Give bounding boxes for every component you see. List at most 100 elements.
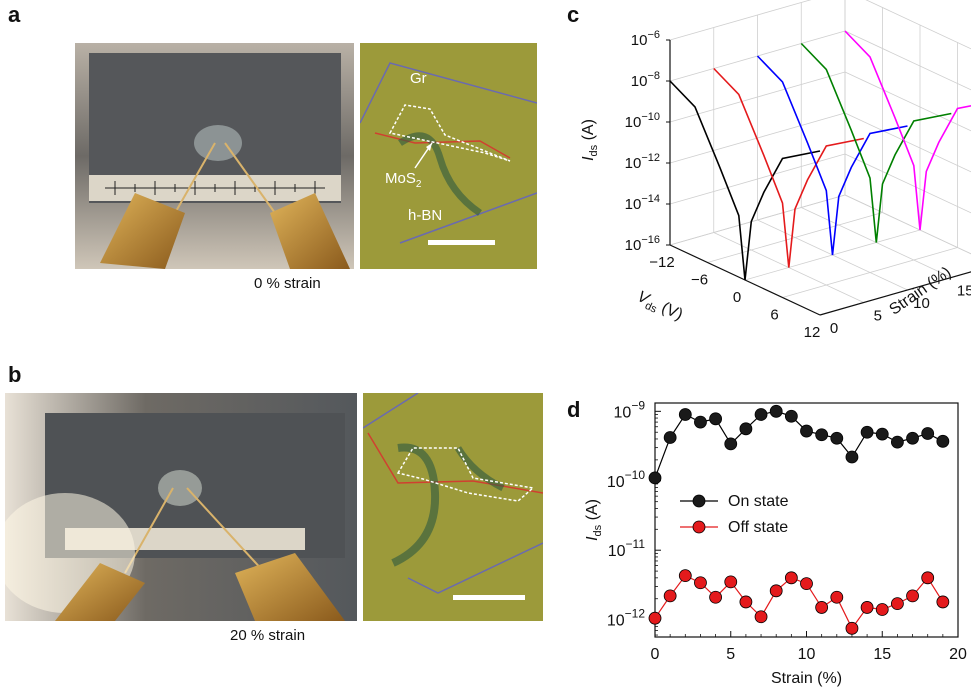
- y-tick-label: 10−9: [614, 398, 646, 421]
- data-point-off-state: [784, 571, 798, 585]
- data-point-on-state: [724, 437, 738, 451]
- wall-grid-line: [844, 30, 971, 91]
- optical-micrograph-0-strain: Gr MoS2 h-BN: [360, 43, 537, 269]
- chart-d-legend: On state Off state: [680, 493, 789, 536]
- transfer-curve-strain-5: [713, 67, 864, 268]
- data-point-on-state: [830, 431, 844, 445]
- data-point-on-state: [678, 408, 692, 421]
- strain-tick-label: 15: [957, 283, 971, 300]
- optical-micrograph-20-strain: [363, 393, 543, 621]
- data-point-on-state: [906, 431, 919, 445]
- legend-marker: [692, 520, 706, 534]
- chart-d-axes: 10−9 10−10 10−11 10−12 0 5 10 15 20 Strain (%) Ids…: [584, 398, 967, 687]
- transfer-curve-strain-10: [756, 55, 908, 256]
- data-point-on-state: [815, 428, 829, 442]
- y-tick-label: 10−11: [608, 537, 646, 560]
- data-point-off-state: [709, 590, 723, 604]
- x-axis-label: Strain (%): [771, 670, 842, 687]
- panel-letter-b: b: [8, 362, 22, 387]
- x-tick-label: 5: [726, 646, 735, 663]
- data-point-off-state: [663, 589, 677, 603]
- data-point-on-state: [890, 435, 904, 449]
- y-tick-label: 10−10: [607, 468, 645, 491]
- strain-axis-line: [819, 271, 971, 316]
- data-point-off-state: [724, 575, 738, 589]
- vds-tick-label: 6: [770, 307, 778, 324]
- data-point-on-state: [784, 409, 798, 423]
- legend-label: Off state: [728, 519, 788, 536]
- data-point-on-state: [663, 431, 677, 444]
- data-point-on-state: [769, 404, 783, 418]
- panel-letter-d: d: [567, 397, 581, 422]
- floor-grid-line: [844, 194, 971, 255]
- data-point-on-state: [800, 424, 813, 438]
- vds-tick-label: −12: [649, 254, 674, 271]
- wall-grid-line: [844, 112, 971, 173]
- wall-grid-line: [844, 194, 971, 255]
- data-point-off-state: [906, 589, 919, 603]
- data-point-off-state: [769, 584, 783, 598]
- z-tick-label: 10−12: [625, 152, 660, 172]
- label-mos2: MoS2: [385, 170, 422, 190]
- data-point-off-state: [815, 601, 829, 614]
- transfer-curves-3d-chart: 10−6 10−8 10−10 10−12 10−14 10−16 Ids (A) −12 −6…: [580, 0, 971, 341]
- strain-tick-label: 0: [830, 320, 838, 337]
- data-point-on-state: [754, 408, 768, 421]
- data-point-off-state: [890, 597, 904, 611]
- data-point-on-state: [739, 422, 753, 436]
- data-point-off-state: [875, 603, 889, 616]
- vds-tick-label: −6: [691, 272, 708, 289]
- vds-axis-label: Vds (V): [633, 288, 685, 326]
- transfer-curve-strain-0: [669, 80, 821, 281]
- x-tick-label: 0: [651, 646, 660, 663]
- on-off-current-chart: 10−9 10−10 10−11 10−12 0 5 10 15 20 Strain (%) Ids…: [584, 398, 967, 687]
- label-gr: Gr: [410, 70, 427, 87]
- caption-0-strain: 0 % strain: [254, 275, 321, 292]
- data-point-off-state: [936, 595, 950, 609]
- strain-tick-label: 5: [874, 308, 882, 325]
- transfer-curve-strain-20: [844, 30, 971, 231]
- y-tick-label: 10−12: [607, 607, 645, 630]
- data-point-on-state: [875, 427, 889, 441]
- data-point-on-state: [648, 471, 662, 485]
- device-photo-0-strain: [75, 43, 354, 269]
- data-point-off-state: [921, 571, 935, 585]
- data-point-on-state: [694, 415, 707, 429]
- chart-d-series: [648, 404, 950, 635]
- data-point-on-state: [936, 434, 950, 448]
- data-point-off-state: [830, 590, 844, 604]
- x-tick-label: 10: [798, 646, 816, 663]
- caption-20-strain: 20 % strain: [230, 627, 306, 644]
- z-axis-label: Ids (A): [580, 119, 600, 161]
- data-point-off-state: [860, 601, 874, 614]
- z-tick-label: 10−10: [625, 111, 660, 131]
- data-point-off-state: [694, 576, 707, 590]
- data-point-off-state: [648, 611, 662, 625]
- legend-marker: [692, 494, 706, 508]
- strain-tick-label: 10: [913, 295, 930, 312]
- x-tick-label: 20: [949, 646, 967, 663]
- label-hbn: h-BN: [408, 207, 442, 224]
- legend-label: On state: [728, 493, 789, 510]
- panel-letter-c: c: [567, 2, 580, 27]
- device-photo-20-strain: [5, 393, 357, 621]
- z-tick-label: 10−6: [631, 29, 660, 49]
- x-tick-label: 15: [873, 646, 891, 663]
- vds-tick-label: 12: [804, 324, 821, 341]
- panel-letter-a: a: [8, 2, 21, 27]
- data-point-off-state: [845, 621, 859, 635]
- data-point-off-state: [800, 577, 813, 591]
- z-tick-label: 10−8: [631, 70, 660, 90]
- y-axis-label: Ids (A): [584, 499, 604, 541]
- chart-c-curves: [669, 30, 971, 281]
- data-point-off-state: [678, 569, 692, 583]
- data-point-off-state: [754, 610, 768, 624]
- z-tick-label: 10−14: [625, 193, 660, 213]
- data-point-on-state: [709, 412, 723, 426]
- data-point-on-state: [845, 450, 859, 464]
- data-point-on-state: [860, 425, 874, 439]
- vds-tick-label: 0: [733, 289, 741, 306]
- data-point-off-state: [739, 595, 753, 609]
- z-tick-label: 10−16: [625, 234, 660, 254]
- transfer-curve-strain-15: [800, 42, 952, 243]
